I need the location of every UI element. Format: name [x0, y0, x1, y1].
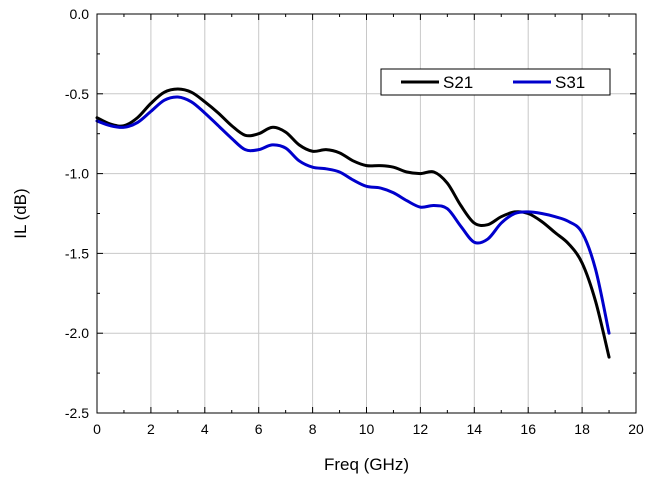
- y-tick-label: -2.5: [65, 405, 89, 421]
- x-axis-label: Freq (GHz): [324, 455, 409, 474]
- series-layer: [97, 89, 609, 357]
- y-tick-label: -2.0: [65, 325, 89, 341]
- x-tick-label: 18: [574, 421, 590, 437]
- x-tick-label: 8: [309, 421, 317, 437]
- legend-label-s21: S21: [443, 73, 473, 92]
- x-tick-label: 20: [628, 421, 644, 437]
- y-axis-label: IL (dB): [11, 188, 30, 238]
- x-tick-label: 6: [255, 421, 263, 437]
- x-tick-label: 14: [467, 421, 483, 437]
- y-tick-label: 0.0: [70, 6, 90, 22]
- y-tick-label: -1.5: [65, 245, 89, 261]
- series-line-s21: [97, 89, 609, 357]
- y-tick-label: -1.0: [65, 166, 89, 182]
- x-tick-label: 0: [93, 421, 101, 437]
- x-tick-label: 12: [413, 421, 429, 437]
- y-tick-label: -0.5: [65, 86, 89, 102]
- legend-label-s31: S31: [555, 73, 585, 92]
- x-tick-label: 16: [520, 421, 536, 437]
- x-tick-label: 4: [201, 421, 209, 437]
- x-tick-label: 10: [359, 421, 375, 437]
- legend: S21 S31: [381, 69, 610, 95]
- x-tick-label: 2: [147, 421, 155, 437]
